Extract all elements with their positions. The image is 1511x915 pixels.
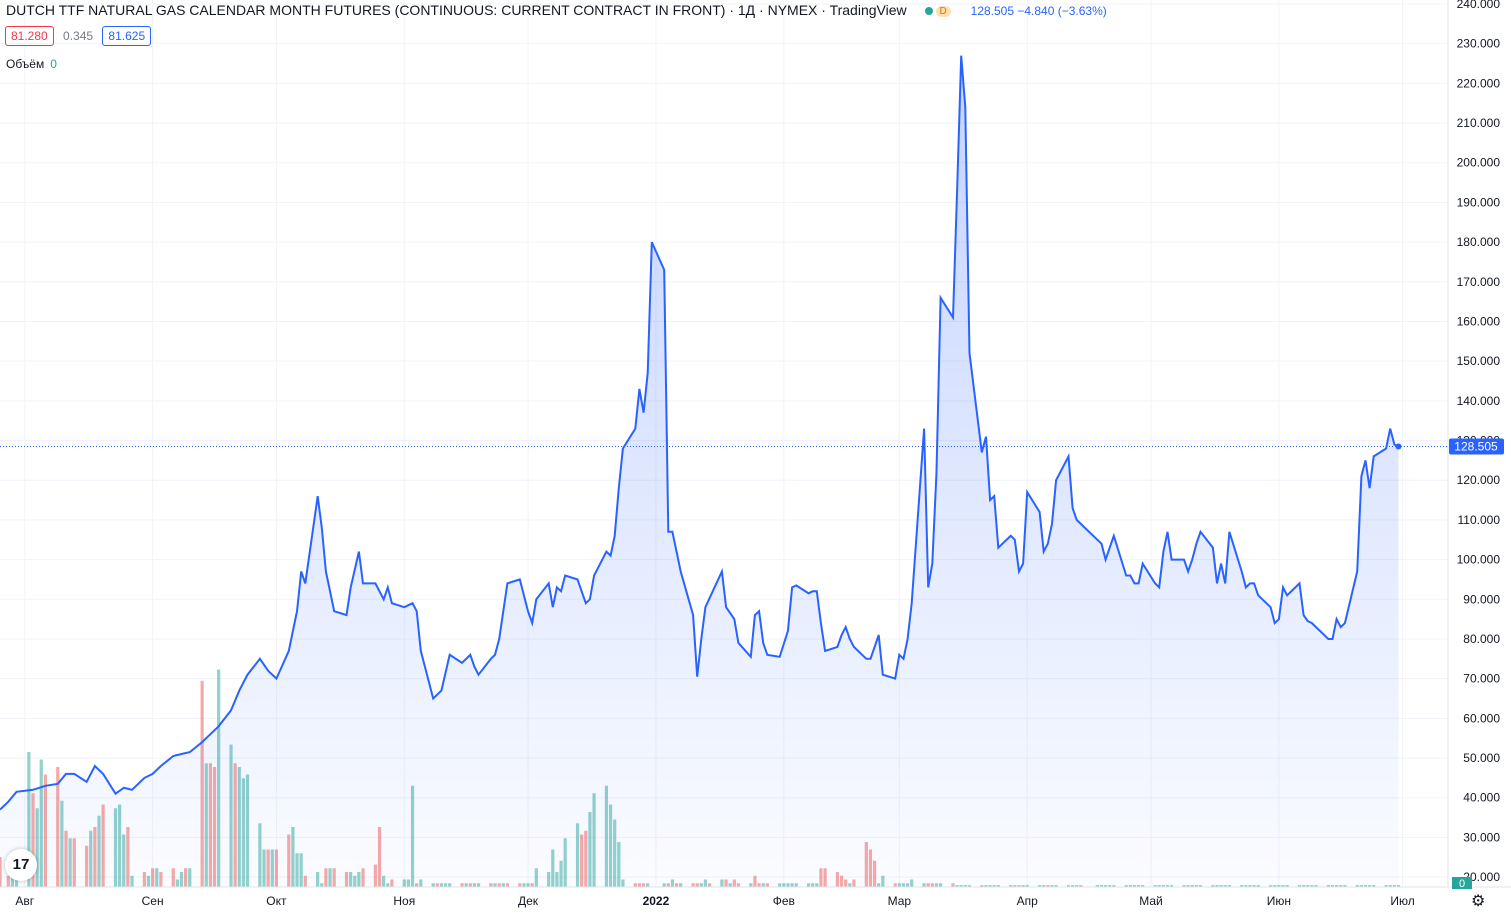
volume-axis-label: 0 (1452, 877, 1472, 890)
time-tick-label: Сен (142, 894, 164, 908)
price-tick-label: 210.000 (1457, 116, 1501, 130)
price-tick-label: 50.000 (1463, 751, 1500, 765)
price-tick-label: 140.000 (1457, 394, 1501, 408)
price-tick-label: 200.000 (1457, 156, 1501, 170)
time-tick-label: Окт (266, 894, 287, 908)
price-tick-label: 180.000 (1457, 235, 1501, 249)
time-tick-label: Фев (773, 894, 795, 908)
volume-value: 0 (50, 57, 57, 71)
tradingview-logo-icon[interactable]: 17 (5, 849, 37, 881)
price-tick-label: 160.000 (1457, 314, 1501, 328)
price-tick-label: 90.000 (1463, 592, 1500, 606)
time-axis: Авг Сен Окт Ноя Дек 2022 Фев Мар Апр Май Июн Июл (15, 894, 1414, 908)
buy-button[interactable]: 81.625 (102, 26, 152, 46)
price-tick-label: 170.000 (1457, 275, 1501, 289)
price-line (0, 55, 1399, 811)
price-tick-label: 40.000 (1463, 791, 1500, 805)
last-price-label: 128.505 (1449, 438, 1504, 455)
volume-legend[interactable]: Объём 0 (6, 57, 57, 71)
grid (0, 0, 1448, 887)
last-price-change: 128.505 −4.840 (−3.63%) (970, 4, 1107, 18)
price-tick-label: 190.000 (1457, 195, 1501, 209)
price-tick-label: 80.000 (1463, 632, 1500, 646)
price-tick-label: 220.000 (1457, 76, 1501, 90)
price-tick-label: 230.000 (1457, 37, 1501, 51)
price-tick-label: 70.000 (1463, 672, 1500, 686)
time-tick-label: Ноя (393, 894, 415, 908)
time-tick-label: 2022 (643, 894, 670, 908)
price-tick-label: 100.000 (1457, 553, 1501, 567)
price-tick-label: 60.000 (1463, 711, 1500, 725)
time-tick-label: Июн (1267, 894, 1291, 908)
time-tick-label: Дек (518, 894, 539, 908)
price-tick-label: 120.000 (1457, 473, 1501, 487)
time-tick-label: Мар (888, 894, 912, 908)
market-status-icon (924, 7, 933, 16)
price-area-fill (0, 55, 1399, 888)
symbol-title[interactable]: DUTCH TTF NATURAL GAS CALENDAR MONTH FUT… (6, 2, 907, 18)
bid-ask-panel: 81.280 0.345 81.625 (5, 26, 152, 46)
chart-header: DUTCH TTF NATURAL GAS CALENDAR MONTH FUT… (6, 2, 1107, 18)
price-tick-label: 150.000 (1457, 354, 1501, 368)
time-tick-label: Апр (1017, 894, 1039, 908)
time-tick-label: Авг (15, 894, 34, 908)
time-tick-label: Май (1139, 894, 1163, 908)
price-tick-label: 110.000 (1458, 513, 1501, 527)
price-tick-label: 20.000 (1463, 870, 1500, 884)
gear-icon[interactable]: ⚙ (1471, 893, 1486, 910)
last-price-dot (1395, 443, 1402, 450)
svg-text:0: 0 (1459, 878, 1465, 890)
volume-label: Объём (6, 57, 45, 71)
price-tick-label: 30.000 (1463, 830, 1500, 844)
svg-text:128.505: 128.505 (1454, 439, 1498, 453)
time-tick-label: Июл (1390, 894, 1414, 908)
data-delay-badge[interactable]: D (935, 5, 951, 17)
sell-button[interactable]: 81.280 (5, 26, 54, 46)
spread-value: 0.345 (63, 29, 94, 43)
price-tick-label: 240.000 (1457, 0, 1501, 11)
